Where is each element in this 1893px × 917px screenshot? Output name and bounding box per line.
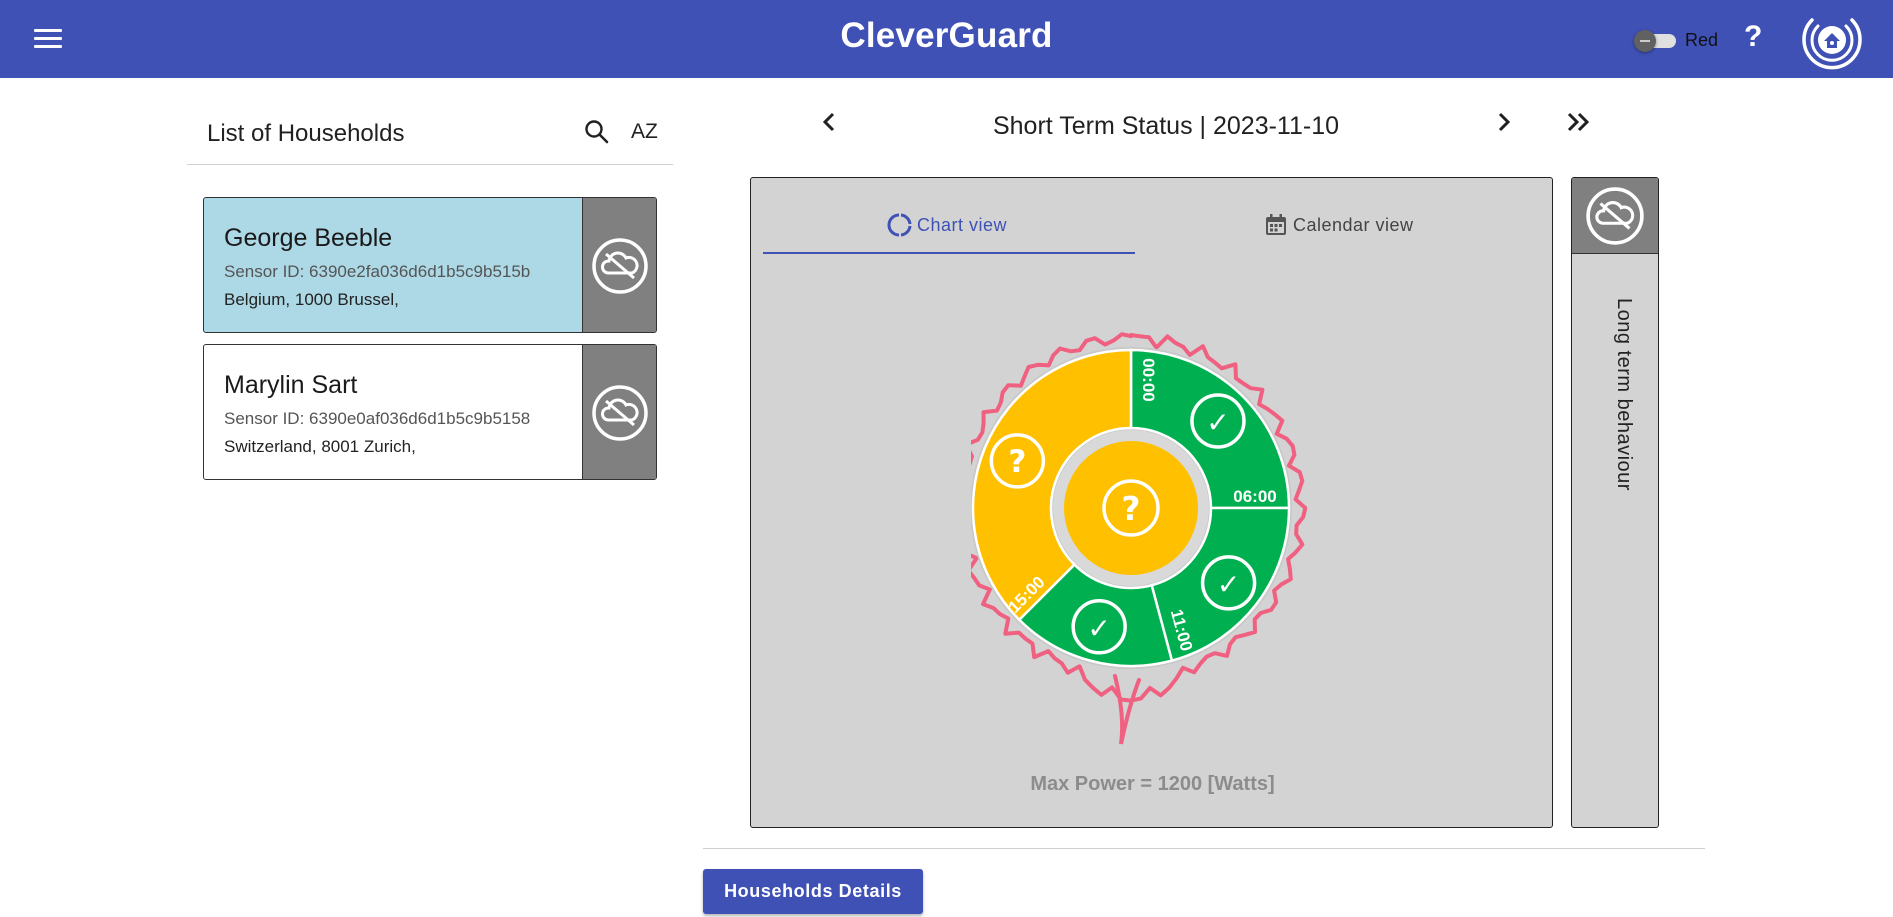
max-power-label: Max Power = 1200 [Watts] (1030, 773, 1275, 795)
household-name: Marylin Sart (224, 371, 358, 399)
household-list-header: List of Households AZ (187, 100, 673, 165)
household-name: George Beeble (224, 224, 393, 252)
divider (703, 848, 1705, 849)
home-shield-logo[interactable] (1798, 6, 1866, 74)
household-card-george-beeble[interactable]: George Beeble Sensor ID: 6390e2fa036d6d1… (203, 197, 657, 333)
households-details-button[interactable]: Households Details (703, 869, 923, 914)
segment-symbol: ✓ (1206, 406, 1229, 439)
question-icon (1102, 479, 1160, 537)
question-icon (989, 433, 1046, 489)
tab-calendar-view[interactable]: Calendar view (1141, 208, 1539, 254)
household-sensor-id: Sensor ID: 6390e2fa036d6d1b5c9b515b (224, 262, 531, 281)
search-icon[interactable] (583, 118, 611, 146)
chart-segment-0000[interactable] (1129, 348, 1291, 510)
household-address: Belgium, 1000 Brussel, (224, 290, 399, 309)
check-icon (1190, 393, 1246, 449)
previous-day-button[interactable] (815, 106, 843, 138)
last-day-button[interactable] (1562, 106, 1596, 138)
household-list-title: List of Households (207, 120, 405, 147)
short-term-status-panel: Chart view Calendar view ✓ ✓ ✓? 00:00 06:00 1… (750, 177, 1553, 828)
household-address: Switzerland, 8001 Zurich, (224, 437, 416, 456)
household-status-cell (582, 345, 656, 479)
next-day-button[interactable] (1490, 106, 1518, 138)
top-app-bar: CleverGuard Red ? (0, 0, 1893, 78)
sort-az-button[interactable]: AZ (631, 120, 658, 143)
donut-icon (887, 213, 912, 237)
check-icon (1200, 555, 1257, 611)
app-title: CleverGuard (840, 16, 1053, 55)
segment-symbol: ✓ (1217, 568, 1240, 601)
cloud-off-icon (592, 238, 648, 294)
anomaly-outline (971, 332, 1308, 703)
chart-segment-0600[interactable] (1150, 506, 1291, 663)
cloud-off-icon (592, 385, 648, 441)
household-sensor-id: Sensor ID: 6390e0af036d6d1b5c9b5158 (224, 409, 531, 428)
theme-toggle[interactable] (1634, 30, 1680, 52)
anomaly-outline-drip (1113, 674, 1141, 745)
center-symbol: ? (1121, 489, 1140, 528)
menu-icon[interactable] (34, 27, 64, 51)
chart-center[interactable] (1064, 441, 1198, 575)
status-title: Short Term Status | 2023-11-10 (992, 112, 1340, 140)
tick-label-0600: 06:00 (1233, 487, 1276, 506)
toggle-label: Red (1685, 30, 1719, 50)
tick-label-0000: 00:00 (1139, 358, 1158, 401)
long-term-behaviour-label: Long term behaviour (1613, 298, 1635, 491)
tab-chart-view[interactable]: Chart view (763, 208, 1135, 254)
household-card-marylin-sart[interactable]: Marylin Sart Sensor ID: 6390e0af036d6d1b… (203, 344, 657, 480)
long-term-behaviour-panel[interactable]: Long term behaviour (1571, 177, 1659, 828)
household-status-cell (582, 198, 656, 332)
help-button[interactable]: ? (1744, 20, 1763, 53)
segment-symbol: ? (1008, 444, 1026, 480)
long-term-status-cell (1572, 178, 1658, 254)
tab-label: Chart view (917, 214, 1008, 235)
check-icon (1071, 599, 1127, 655)
tab-label: Calendar view (1293, 214, 1414, 235)
calendar-icon (1266, 214, 1286, 235)
chart-segment-1500[interactable] (971, 348, 1133, 622)
segment-symbol: ✓ (1087, 612, 1110, 645)
cloud-off-icon (1586, 187, 1644, 245)
